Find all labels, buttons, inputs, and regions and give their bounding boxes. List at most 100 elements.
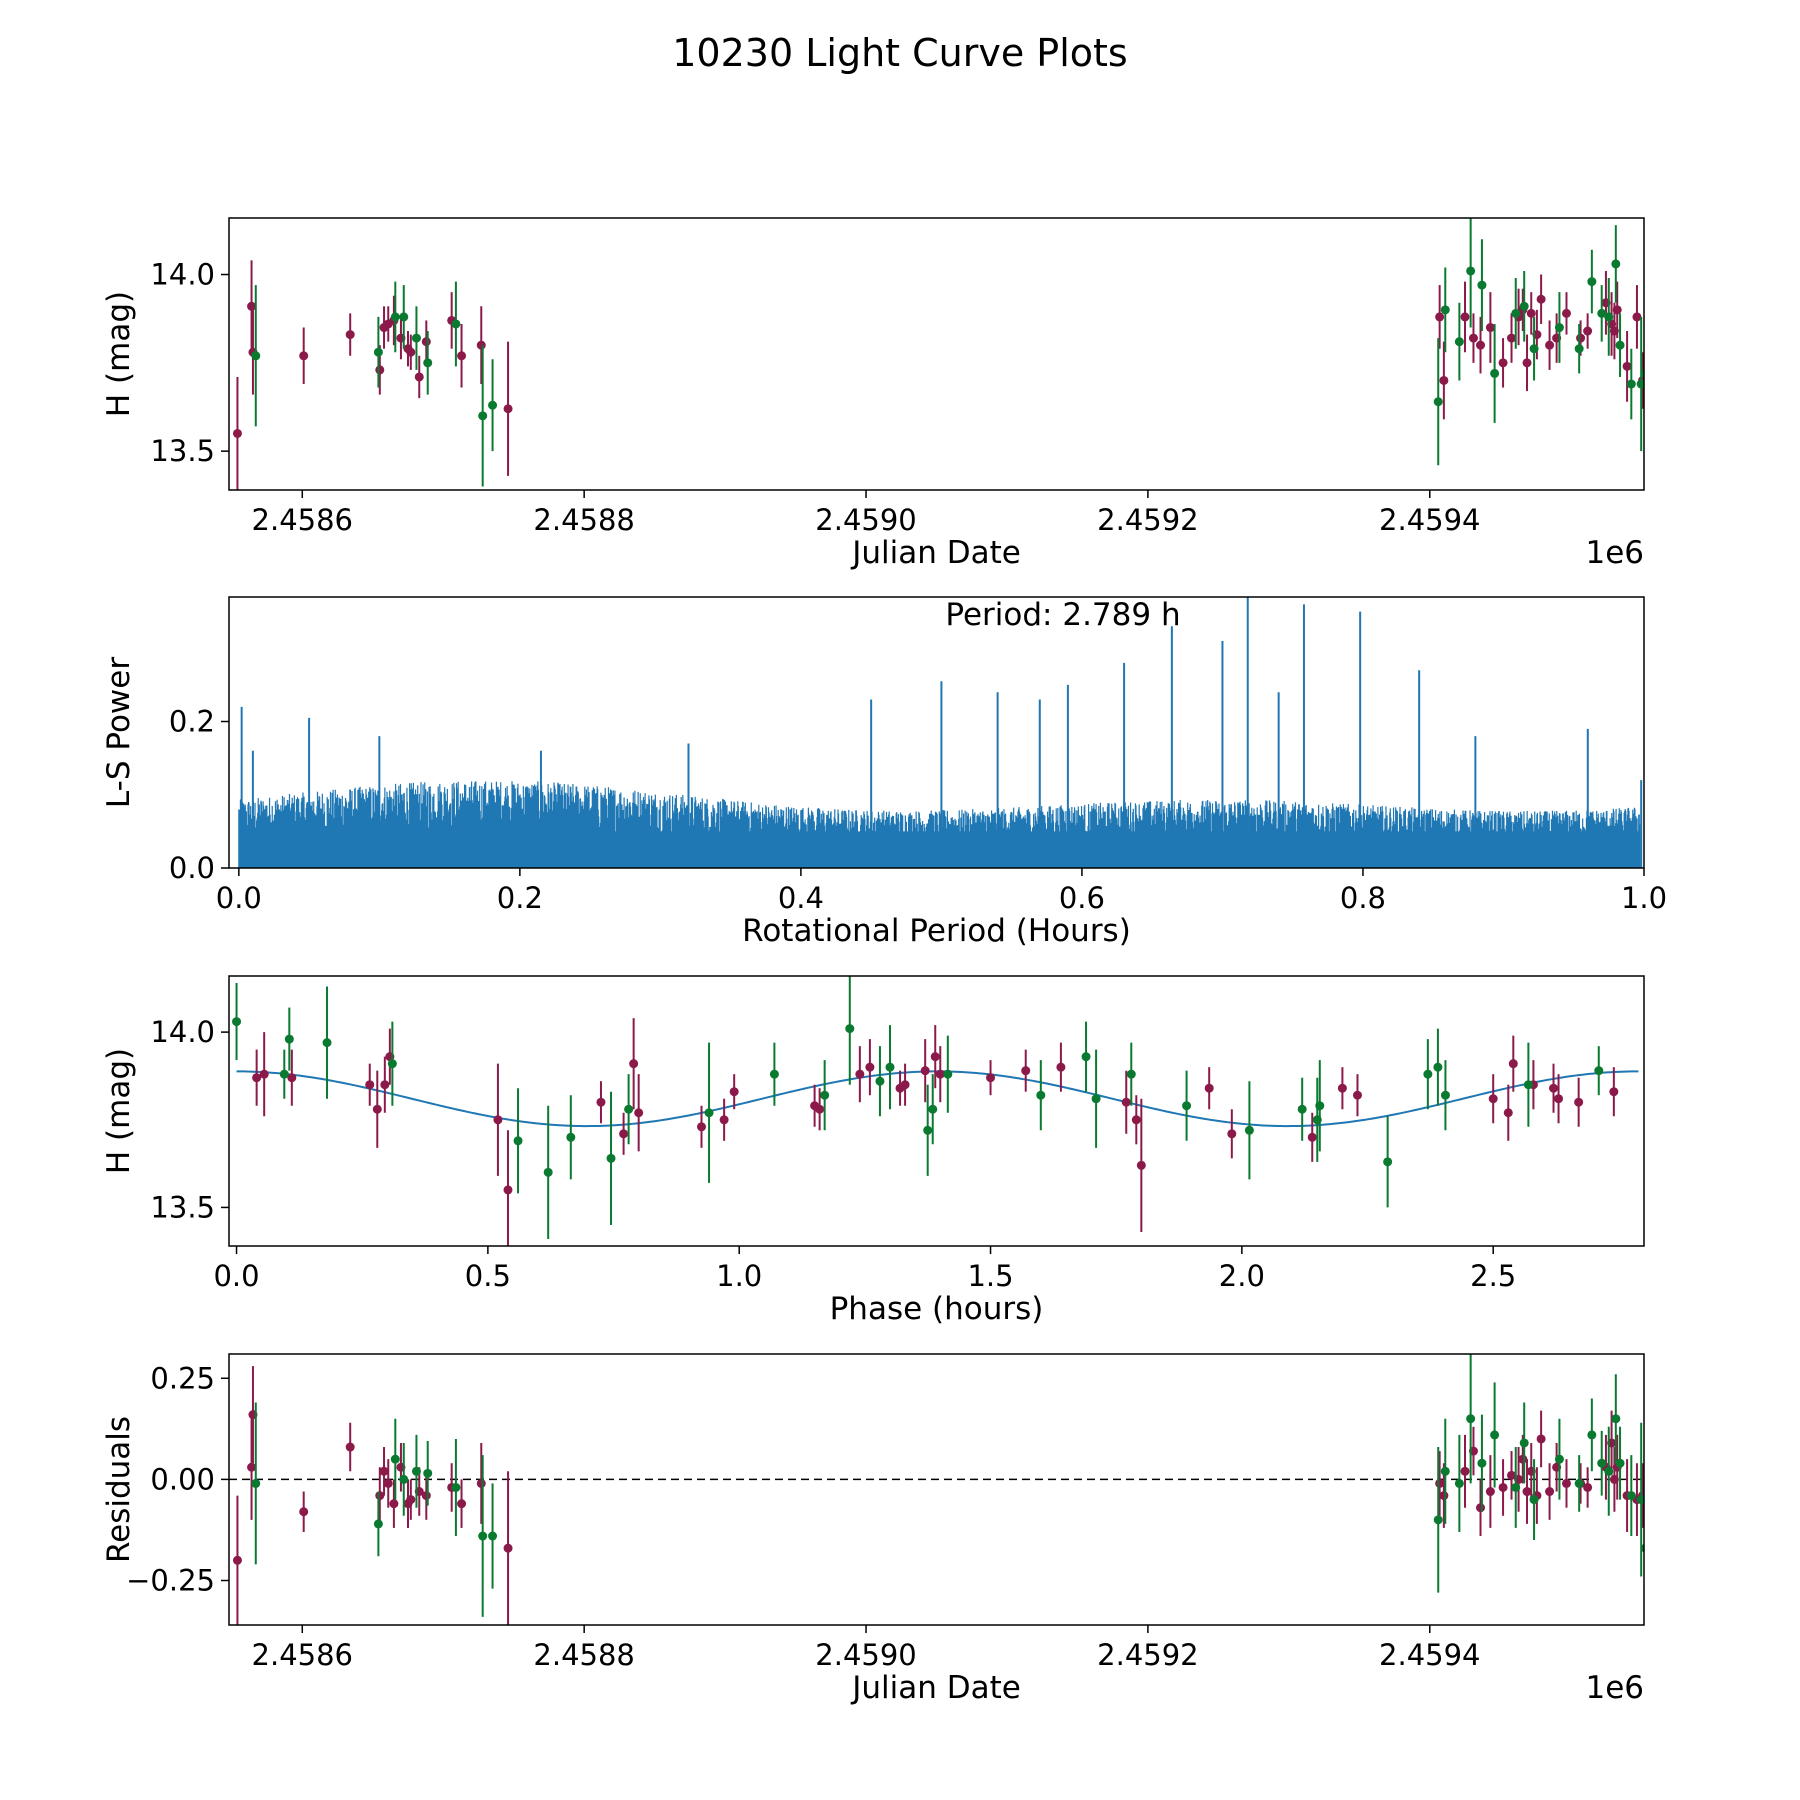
data-point xyxy=(1523,1080,1533,1090)
data-point xyxy=(287,1073,297,1083)
plot-frame xyxy=(228,1353,1645,1626)
data-point xyxy=(1636,379,1644,389)
x-tick-label: 1.0 xyxy=(1621,881,1667,915)
data-point xyxy=(1081,1052,1091,1062)
series-green xyxy=(251,218,1644,487)
x-tick-label: 1.0 xyxy=(716,1259,762,1293)
data-point xyxy=(399,1474,409,1484)
data-point xyxy=(1423,1069,1433,1079)
data-point xyxy=(1597,308,1607,318)
y-axis-label: H (mag) xyxy=(101,1048,137,1174)
data-point xyxy=(943,1069,953,1079)
x-tick-label: 2.4592 xyxy=(1097,1638,1198,1672)
data-point xyxy=(406,347,416,357)
data-point xyxy=(380,1080,390,1090)
data-point xyxy=(1460,312,1470,322)
x-tick-label: 2.4588 xyxy=(533,1638,634,1672)
data-point xyxy=(1477,1458,1487,1468)
series-green xyxy=(232,976,1604,1239)
data-point xyxy=(845,1024,855,1034)
x-axis-label: Rotational Period (Hours) xyxy=(742,913,1131,949)
phased-curve-panel: 0.0 0.5 1.0 1.5 2.0 2.5 13.5 14.0 Phase (hours) H… xyxy=(101,975,1645,1327)
data-point xyxy=(1136,1160,1146,1170)
plot-area xyxy=(238,597,1643,868)
data-point xyxy=(1485,1487,1495,1497)
data-point xyxy=(1460,1466,1470,1476)
x-axis-label: Julian Date xyxy=(850,1670,1021,1706)
data-point xyxy=(1636,1495,1644,1505)
y-tick-label: 13.5 xyxy=(150,434,215,468)
data-point xyxy=(1244,1125,1254,1135)
data-point xyxy=(1529,1495,1539,1505)
period-annotation: Period: 2.789 h xyxy=(945,597,1180,633)
data-point xyxy=(634,1108,644,1118)
data-point xyxy=(1488,1094,1498,1104)
data-point xyxy=(1454,337,1464,347)
data-point xyxy=(1440,1466,1450,1476)
data-point xyxy=(279,1069,289,1079)
y-axis-label: L-S Power xyxy=(101,657,137,808)
data-point xyxy=(387,1059,397,1069)
x-tick-label: 0.8 xyxy=(1340,881,1386,915)
data-point xyxy=(1468,333,1478,343)
x-tick-label: 2.4586 xyxy=(252,503,353,537)
data-point xyxy=(1574,344,1584,354)
figure-title: 10230 Light Curve Plots xyxy=(672,31,1127,75)
data-point xyxy=(423,358,433,368)
data-point xyxy=(855,1069,865,1079)
x-tick-label: 2.4594 xyxy=(1379,1638,1480,1672)
data-point xyxy=(1545,1487,1555,1497)
data-point xyxy=(383,1478,393,1488)
x-tick-label: 0.2 xyxy=(497,881,543,915)
x-tick-label: 2.4590 xyxy=(815,1638,916,1672)
data-point xyxy=(299,351,309,361)
data-point xyxy=(697,1122,707,1132)
y-tick-label: 0.0 xyxy=(169,851,215,885)
data-point xyxy=(1519,1438,1529,1448)
plot-frame xyxy=(228,217,1645,491)
data-point xyxy=(488,1531,498,1541)
data-point xyxy=(1574,1097,1584,1107)
data-point xyxy=(1433,1515,1443,1525)
data-point xyxy=(1587,1430,1597,1440)
data-point xyxy=(1476,1503,1486,1513)
data-point xyxy=(1611,259,1621,269)
data-point xyxy=(372,1104,382,1114)
x-tick-label: 0.4 xyxy=(778,881,824,915)
data-point xyxy=(421,337,431,347)
data-point xyxy=(251,351,261,361)
data-point xyxy=(1583,326,1593,336)
data-point xyxy=(411,1466,421,1476)
y-axis-label: H (mag) xyxy=(101,291,137,417)
data-point xyxy=(389,1499,399,1509)
x-tick-label: 2.4592 xyxy=(1097,503,1198,537)
data-point xyxy=(252,1073,262,1083)
data-point xyxy=(457,1499,467,1509)
data-point xyxy=(928,1104,938,1114)
data-point xyxy=(1626,379,1636,389)
data-point xyxy=(1476,340,1486,350)
data-point xyxy=(457,351,467,361)
data-point xyxy=(1182,1101,1192,1111)
data-point xyxy=(503,404,513,414)
data-point xyxy=(1485,323,1495,333)
data-point xyxy=(704,1108,714,1118)
power-spectrum-line xyxy=(238,781,1641,868)
data-point xyxy=(345,330,355,340)
data-point xyxy=(1604,1466,1614,1476)
data-point xyxy=(1549,1083,1559,1093)
data-point xyxy=(1454,1478,1464,1488)
data-point xyxy=(1554,323,1564,333)
data-point xyxy=(390,1454,400,1464)
data-point xyxy=(1526,308,1536,318)
data-point xyxy=(1433,397,1443,407)
y-tick-label: 13.5 xyxy=(150,1190,215,1224)
data-point xyxy=(1597,1458,1607,1468)
data-point xyxy=(1640,1543,1644,1553)
data-point xyxy=(1609,1087,1619,1097)
x-tick-label: 0.5 xyxy=(465,1259,511,1293)
data-point xyxy=(1440,305,1450,315)
y-tick-label: 14.0 xyxy=(150,1015,215,1049)
data-point xyxy=(503,1543,513,1553)
